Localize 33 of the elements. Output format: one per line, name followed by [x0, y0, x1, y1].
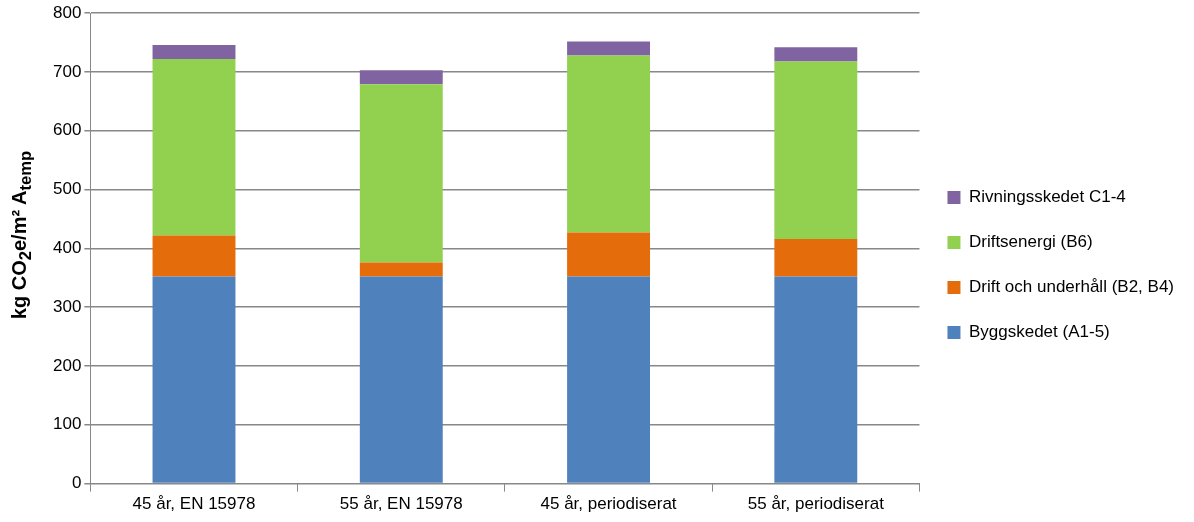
x-tick-label: 45 år, EN 15978 [132, 494, 256, 514]
bar [567, 232, 651, 277]
x-tick-label: 45 år, periodiserat [540, 494, 677, 514]
bar [774, 47, 858, 62]
bar [152, 235, 236, 277]
bar [359, 70, 443, 85]
y-tick-label: 100 [52, 414, 82, 434]
y-tick-label: 500 [52, 179, 82, 199]
bar [152, 59, 236, 236]
bar [567, 41, 651, 56]
bar [774, 276, 858, 483]
y-tick-label: 600 [52, 120, 82, 140]
x-tick-label: 55 år, periodiserat [747, 494, 885, 514]
legend-label: Rivningsskedet C1-4 [968, 187, 1126, 207]
y-tick-label: 400 [52, 238, 82, 258]
bar [567, 55, 651, 233]
bar [152, 44, 236, 60]
bar [774, 61, 858, 239]
x-tick-label: 55 år, EN 15978 [339, 494, 463, 514]
bar [359, 262, 443, 277]
y-tick-label: 200 [52, 355, 82, 375]
bar [152, 276, 236, 483]
legend-label: Byggskedet (A1-5) [968, 322, 1110, 342]
legend-label: Driftsenergi (B6) [968, 232, 1093, 252]
legend-label: Drift och underhåll (B2, B4) [968, 277, 1175, 297]
bar [774, 238, 858, 277]
y-tick-label: 800 [52, 2, 82, 22]
y-tick-label: 700 [52, 61, 82, 81]
bar [567, 276, 651, 483]
bar [359, 276, 443, 483]
y-tick-label: 300 [52, 296, 82, 316]
y-tick-label: 0 [71, 473, 82, 493]
bar [359, 84, 443, 263]
